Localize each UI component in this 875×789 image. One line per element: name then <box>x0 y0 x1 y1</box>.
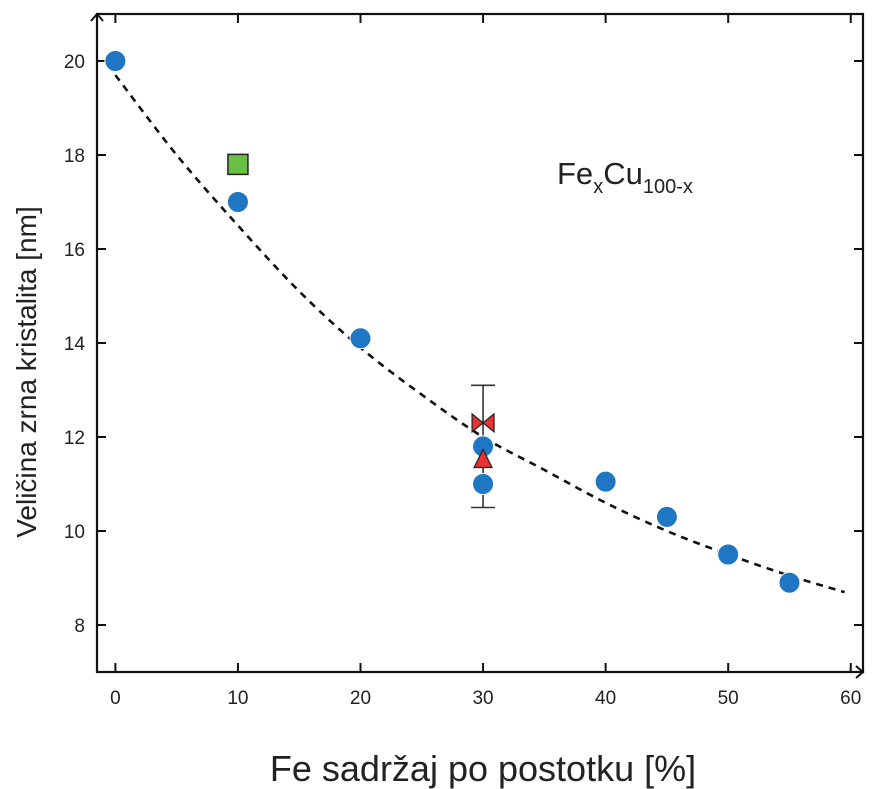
fit-curve <box>114 74 845 594</box>
data-point-square <box>227 153 249 176</box>
x-tick-label: 60 <box>840 688 861 709</box>
formula-sub-x: x <box>593 176 603 198</box>
data-point-circle <box>472 473 495 495</box>
x-tick-label: 30 <box>472 688 493 709</box>
formula-sub-100x: 100-x <box>643 176 693 198</box>
y-axis-arrow <box>90 12 104 22</box>
plot-frame <box>90 12 865 679</box>
data-point-circle <box>594 470 617 493</box>
formula-annotation: FexCu100-x <box>557 156 693 198</box>
y-tick-label: 16 <box>64 240 85 261</box>
data-point-circle <box>349 327 372 350</box>
data-point-bowtie-left <box>471 412 485 434</box>
y-tick-label: 8 <box>74 616 85 637</box>
plot-border <box>95 12 865 674</box>
axis-ticks: 0 10 20 30 40 50 60 8 10 12 14 16 18 20 <box>64 14 863 709</box>
formula-fe: Fe <box>557 156 593 191</box>
data-point-circle <box>717 543 740 566</box>
data-point-circle <box>778 571 801 594</box>
formula-cu: Cu <box>603 156 643 191</box>
data-markers <box>104 50 801 594</box>
x-axis-title: Fe sadržaj po postotku [%] <box>270 748 696 789</box>
fit-curve-group <box>114 74 845 594</box>
y-tick-label: 14 <box>64 334 86 355</box>
y-axis-title: Veličina zrna kristalita [nm] <box>11 206 42 537</box>
y-tick-label: 10 <box>64 522 85 543</box>
x-axis-arrow <box>855 665 865 679</box>
data-point-bowtie-right <box>482 412 495 434</box>
x-tick-label: 50 <box>718 688 739 709</box>
x-tick-label: 20 <box>350 688 371 709</box>
data-point-triangle <box>473 448 494 469</box>
data-point-circle <box>104 50 127 72</box>
x-tick-label: 40 <box>595 688 616 709</box>
data-point-circle <box>655 505 678 528</box>
x-tick-label: 0 <box>110 688 121 709</box>
y-tick-label: 12 <box>64 428 85 449</box>
x-tick-label: 10 <box>227 688 248 709</box>
y-tick-label: 20 <box>64 52 85 73</box>
y-tick-label: 18 <box>64 146 85 167</box>
data-point-circle <box>226 191 249 213</box>
